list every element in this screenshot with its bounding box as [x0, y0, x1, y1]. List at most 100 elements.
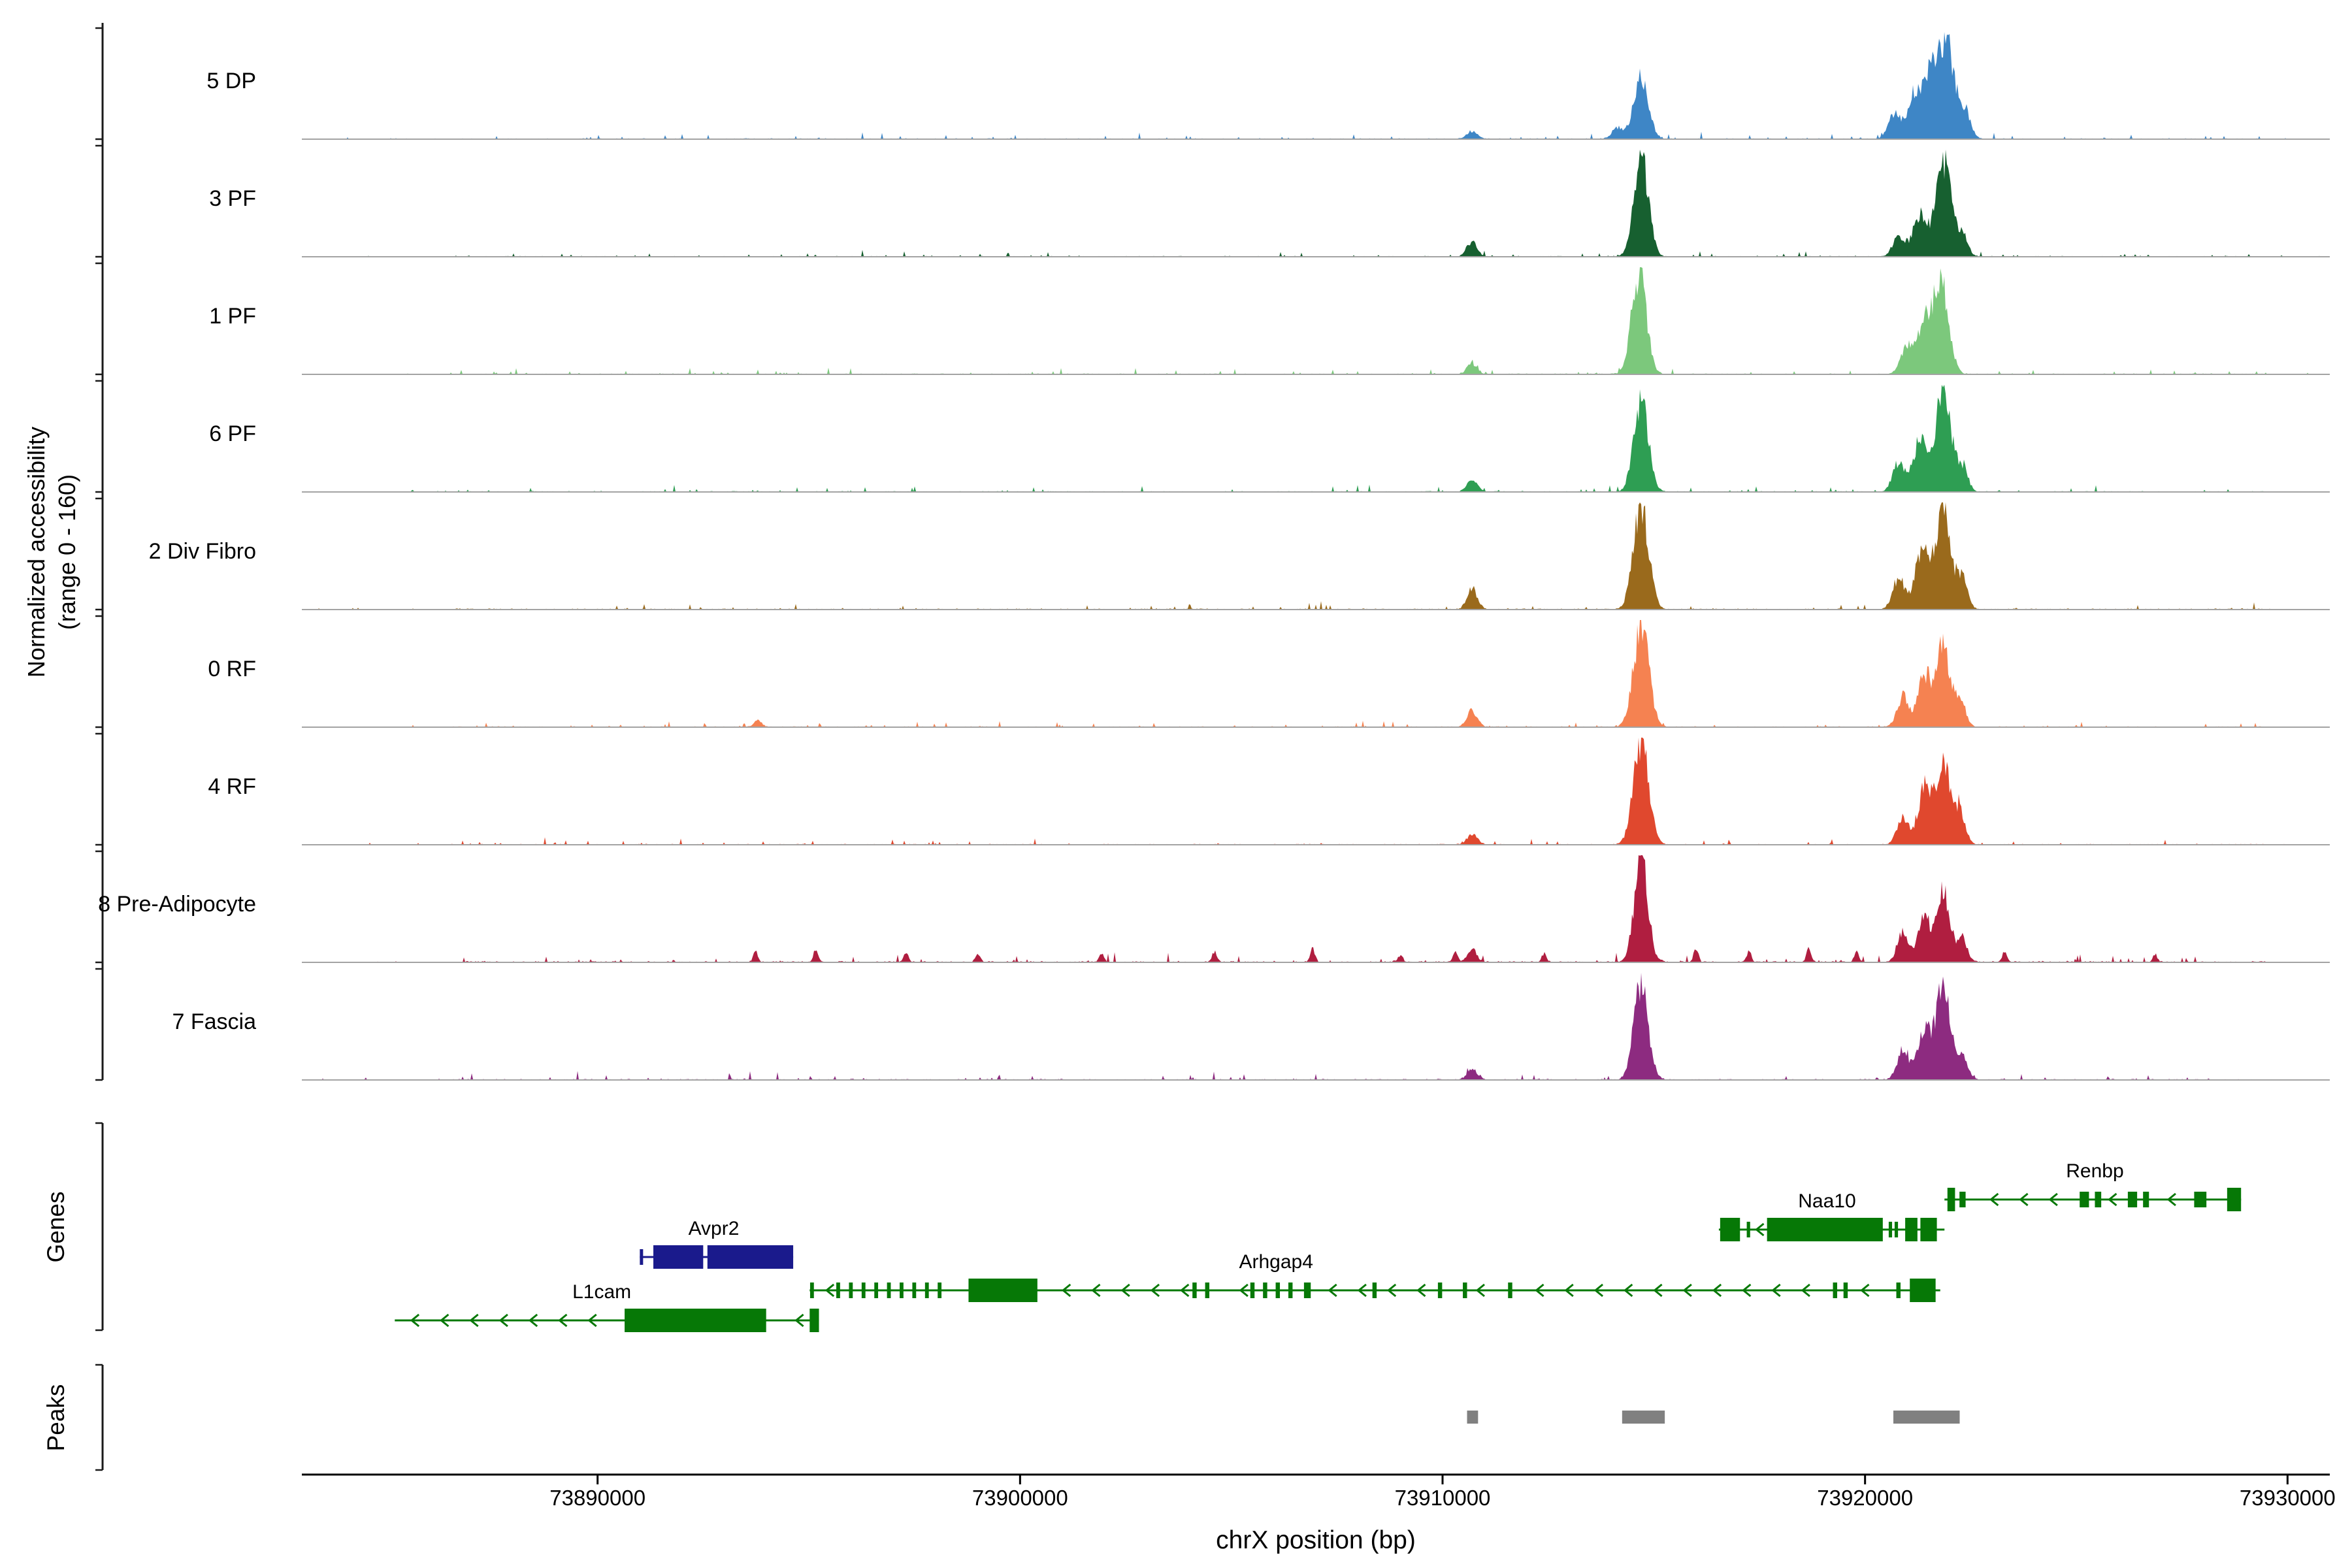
- track-label-1-pf: 1 PF: [209, 304, 256, 329]
- track-label-4-rf: 4 RF: [208, 774, 256, 799]
- exon-arhgap4: [924, 1282, 929, 1298]
- gene-label-arhgap4: Arhgap4: [1239, 1251, 1313, 1273]
- exon-renbp: [1947, 1188, 1955, 1211]
- strand-arrow: [1801, 1283, 1810, 1298]
- strand-arrow: [1623, 1283, 1633, 1298]
- exon-arhgap4: [809, 1282, 814, 1298]
- strand-arrow: [1653, 1283, 1663, 1298]
- strand-arrow: [1239, 1283, 1249, 1298]
- strand-arrow: [2048, 1192, 2058, 1207]
- exon-arhgap4: [849, 1282, 853, 1298]
- exon-arhgap4: [938, 1282, 942, 1298]
- strand-arrow: [469, 1313, 479, 1328]
- exon-arhgap4: [1437, 1282, 1443, 1298]
- gene-label-renbp: Renbp: [2066, 1160, 2124, 1182]
- signal-area-2-div-fibro: [302, 502, 2330, 610]
- strand-arrow: [1593, 1283, 1604, 1298]
- track-label-8-pre-adipocyte: 8 Pre-Adipocyte: [98, 892, 256, 917]
- exon-renbp: [2194, 1192, 2207, 1207]
- strand-arrow: [410, 1313, 420, 1328]
- exon-arhgap4: [1508, 1282, 1512, 1298]
- exon-arhgap4: [1250, 1282, 1255, 1298]
- signal-area-0-rf: [302, 620, 2330, 727]
- exon-naa10: [1746, 1222, 1750, 1237]
- exon-l1cam: [809, 1309, 819, 1332]
- strand-arrow: [1755, 1222, 1765, 1237]
- strand-arrow: [825, 1283, 835, 1298]
- strand-arrow: [794, 1313, 804, 1328]
- strand-arrow: [1120, 1283, 1130, 1298]
- peaks-section-label: Peaks: [42, 1384, 69, 1452]
- strand-arrow: [1771, 1283, 1781, 1298]
- strand-arrow: [1061, 1283, 1071, 1298]
- x-axis-title: chrX position (bp): [1216, 1526, 1416, 1554]
- strand-arrow: [498, 1313, 508, 1328]
- strand-arrow: [1989, 1192, 1999, 1207]
- track-label-6-pf: 6 PF: [209, 421, 256, 446]
- strand-arrow: [2166, 1192, 2176, 1207]
- exon-arhgap4: [1303, 1282, 1311, 1298]
- exon-naa10: [1767, 1218, 1883, 1241]
- exon-renbp: [2080, 1192, 2089, 1207]
- signal-area-1-pf: [302, 267, 2330, 374]
- strand-arrow: [1328, 1283, 1337, 1298]
- peak-region: [1893, 1411, 1960, 1424]
- track-label-0-rf: 0 RF: [208, 657, 256, 681]
- exon-avpr2: [707, 1245, 794, 1269]
- strand-arrow: [440, 1313, 449, 1328]
- exon-arhgap4: [900, 1282, 904, 1298]
- exon-arhgap4: [887, 1282, 891, 1298]
- exon-renbp: [2127, 1192, 2138, 1207]
- strand-arrow: [1475, 1283, 1485, 1298]
- peak-region: [1467, 1411, 1478, 1424]
- track-label-2-div-fibro: 2 Div Fibro: [148, 539, 256, 564]
- exon-arhgap4: [1843, 1282, 1848, 1298]
- exon-arhgap4: [968, 1279, 1037, 1302]
- exon-l1cam: [625, 1309, 766, 1332]
- track-label-5-dp: 5 DP: [206, 69, 256, 93]
- signal-area-3-pf: [302, 150, 2330, 257]
- exon-naa10: [1920, 1218, 1937, 1241]
- x-tick-label-73910000: 73910000: [1394, 1486, 1491, 1510]
- strand-arrow: [1091, 1283, 1101, 1298]
- gene-label-avpr2: Avpr2: [688, 1218, 740, 1239]
- strand-arrow: [2019, 1192, 2029, 1207]
- signal-area-4-rf: [302, 738, 2330, 845]
- exon-arhgap4: [1205, 1282, 1210, 1298]
- x-tick-label-73920000: 73920000: [1817, 1486, 1914, 1510]
- strand-arrow: [1179, 1283, 1190, 1298]
- peak-region: [1622, 1411, 1665, 1424]
- signal-area-5-dp: [302, 32, 2330, 139]
- exon-renbp: [2227, 1188, 2242, 1211]
- x-tick-label-73900000: 73900000: [972, 1486, 1068, 1510]
- exon-naa10: [1905, 1218, 1918, 1241]
- gene-label-naa10: Naa10: [1798, 1190, 1856, 1212]
- exon-arhgap4: [1463, 1282, 1467, 1298]
- strand-arrow: [1682, 1283, 1692, 1298]
- strand-arrow: [1416, 1283, 1426, 1298]
- exon-arhgap4: [1910, 1279, 1936, 1302]
- strand-arrow: [1357, 1283, 1367, 1298]
- exon-arhgap4: [912, 1282, 917, 1298]
- exon-renbp: [1959, 1192, 1966, 1207]
- strand-arrow: [1564, 1283, 1574, 1298]
- strand-arrow: [1535, 1283, 1544, 1298]
- strand-arrow: [1150, 1283, 1160, 1298]
- exon-arhgap4: [861, 1282, 866, 1298]
- strand-arrow: [587, 1313, 597, 1328]
- track-label-3-pf: 3 PF: [209, 186, 256, 211]
- x-tick-label-73890000: 73890000: [549, 1486, 646, 1510]
- exon-naa10: [1720, 1218, 1740, 1241]
- genes-section-label: Genes: [42, 1191, 69, 1263]
- exon-arhgap4: [1192, 1282, 1197, 1298]
- exon-arhgap4: [874, 1282, 879, 1298]
- exon-arhgap4: [1833, 1282, 1837, 1298]
- exon-naa10: [1888, 1222, 1893, 1237]
- strand-arrow: [1742, 1283, 1752, 1298]
- strand-arrow: [2108, 1192, 2117, 1207]
- strand-arrow: [558, 1313, 568, 1328]
- strand-arrow: [1712, 1283, 1722, 1298]
- exon-avpr2: [653, 1245, 704, 1269]
- gene-label-l1cam: L1cam: [572, 1281, 632, 1303]
